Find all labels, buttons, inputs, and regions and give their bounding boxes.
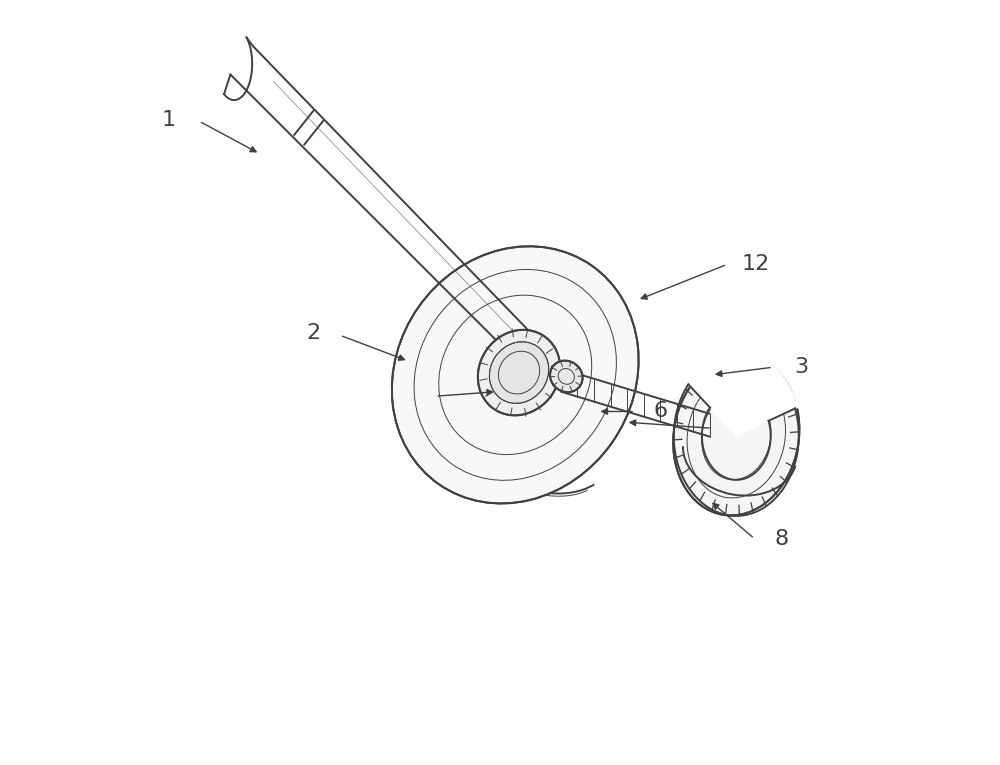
Text: 12: 12 [741, 254, 769, 275]
Ellipse shape [673, 356, 799, 516]
Text: 3: 3 [794, 357, 808, 377]
Text: 6: 6 [653, 402, 667, 422]
Polygon shape [686, 352, 798, 436]
Text: 8: 8 [775, 529, 789, 549]
Ellipse shape [478, 330, 560, 415]
Text: 11: 11 [726, 418, 754, 438]
Ellipse shape [489, 342, 549, 403]
Text: 1: 1 [161, 109, 175, 129]
Ellipse shape [392, 246, 639, 503]
Text: 2: 2 [306, 323, 320, 343]
Text: 10: 10 [391, 386, 419, 406]
Ellipse shape [550, 360, 583, 392]
